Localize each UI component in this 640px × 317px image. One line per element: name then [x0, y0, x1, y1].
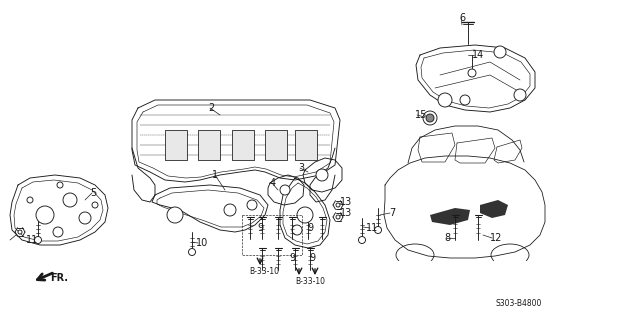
Circle shape — [79, 212, 91, 224]
Text: 5: 5 — [90, 188, 96, 198]
Text: 15: 15 — [415, 110, 428, 120]
Text: 4: 4 — [270, 178, 276, 188]
Circle shape — [57, 182, 63, 188]
Text: 9: 9 — [307, 223, 313, 233]
Polygon shape — [480, 200, 508, 218]
Bar — [165, 130, 187, 160]
Circle shape — [336, 215, 340, 219]
Circle shape — [92, 202, 98, 208]
Circle shape — [514, 89, 526, 101]
Circle shape — [336, 203, 340, 207]
Bar — [265, 130, 287, 160]
Circle shape — [280, 185, 290, 195]
Circle shape — [27, 197, 33, 203]
Circle shape — [423, 111, 437, 125]
Bar — [232, 130, 254, 160]
Bar — [265, 130, 287, 160]
Text: 12: 12 — [490, 233, 502, 243]
Text: 9: 9 — [289, 253, 295, 263]
Bar — [295, 130, 317, 160]
Circle shape — [316, 169, 328, 181]
Text: 8: 8 — [444, 233, 450, 243]
Bar — [295, 130, 317, 160]
Text: 1: 1 — [212, 170, 218, 180]
Circle shape — [35, 236, 42, 243]
Text: 13: 13 — [340, 197, 352, 207]
Bar — [165, 130, 187, 160]
Polygon shape — [430, 208, 470, 225]
Text: B-33-10: B-33-10 — [249, 267, 279, 275]
Bar — [198, 130, 220, 160]
Bar — [198, 130, 220, 160]
Circle shape — [167, 207, 183, 223]
Text: S303-B4800: S303-B4800 — [496, 300, 542, 308]
Circle shape — [426, 114, 434, 122]
Circle shape — [468, 69, 476, 77]
Bar — [232, 130, 254, 160]
Circle shape — [297, 207, 313, 223]
Text: 14: 14 — [472, 50, 484, 60]
Text: 6: 6 — [459, 13, 465, 23]
Text: B-33-10: B-33-10 — [295, 276, 325, 286]
Circle shape — [438, 93, 452, 107]
Text: 11: 11 — [26, 235, 38, 245]
Text: 9: 9 — [309, 253, 315, 263]
Text: 7: 7 — [389, 208, 396, 218]
Circle shape — [36, 206, 54, 224]
Text: 3: 3 — [298, 163, 304, 173]
Text: 9: 9 — [257, 223, 263, 233]
Text: FR.: FR. — [50, 273, 68, 283]
Circle shape — [224, 204, 236, 216]
Bar — [242, 215, 302, 255]
Circle shape — [358, 236, 365, 243]
Circle shape — [247, 200, 257, 210]
Circle shape — [374, 227, 381, 234]
Text: 10: 10 — [196, 238, 208, 248]
Circle shape — [18, 230, 22, 234]
Text: 11: 11 — [366, 223, 378, 233]
Circle shape — [494, 46, 506, 58]
Circle shape — [63, 193, 77, 207]
Text: 13: 13 — [340, 208, 352, 218]
Circle shape — [189, 249, 195, 256]
Circle shape — [53, 227, 63, 237]
Text: 2: 2 — [208, 103, 214, 113]
